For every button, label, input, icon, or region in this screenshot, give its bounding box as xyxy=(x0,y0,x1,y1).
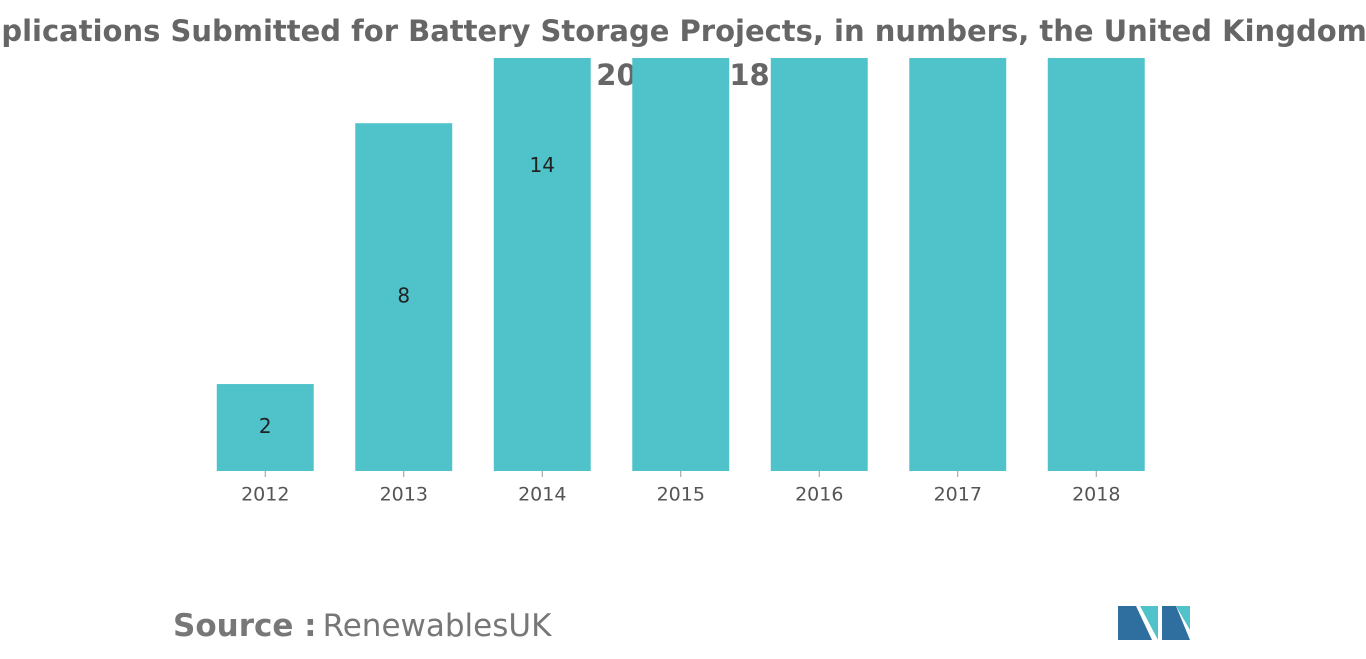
x-tick-label: 2016 xyxy=(795,484,843,506)
bar xyxy=(493,58,591,472)
bars xyxy=(216,58,1145,472)
chart-title: Applications Submitted for Battery Stora… xyxy=(0,14,1366,48)
bar xyxy=(770,58,868,471)
x-tick-label: 2017 xyxy=(934,484,982,506)
source-label: Source : xyxy=(173,608,317,644)
source: Source : RenewablesUK xyxy=(173,608,552,644)
bar xyxy=(632,58,730,472)
logo xyxy=(1118,606,1190,640)
data-label: 8 xyxy=(397,284,410,308)
bar xyxy=(909,58,1007,471)
x-tick-label: 2018 xyxy=(1072,484,1120,506)
x-tick-label: 2014 xyxy=(518,484,566,506)
source-name: RenewablesUK xyxy=(323,608,552,644)
x-tick-label: 2012 xyxy=(241,484,289,506)
bar xyxy=(1047,58,1145,471)
bar xyxy=(216,384,314,471)
x-tick-label: 2015 xyxy=(657,484,705,506)
data-label: 14 xyxy=(530,153,555,177)
bar xyxy=(355,123,453,472)
data-label: 2 xyxy=(259,414,272,438)
x-tick-label: 2013 xyxy=(380,484,428,506)
